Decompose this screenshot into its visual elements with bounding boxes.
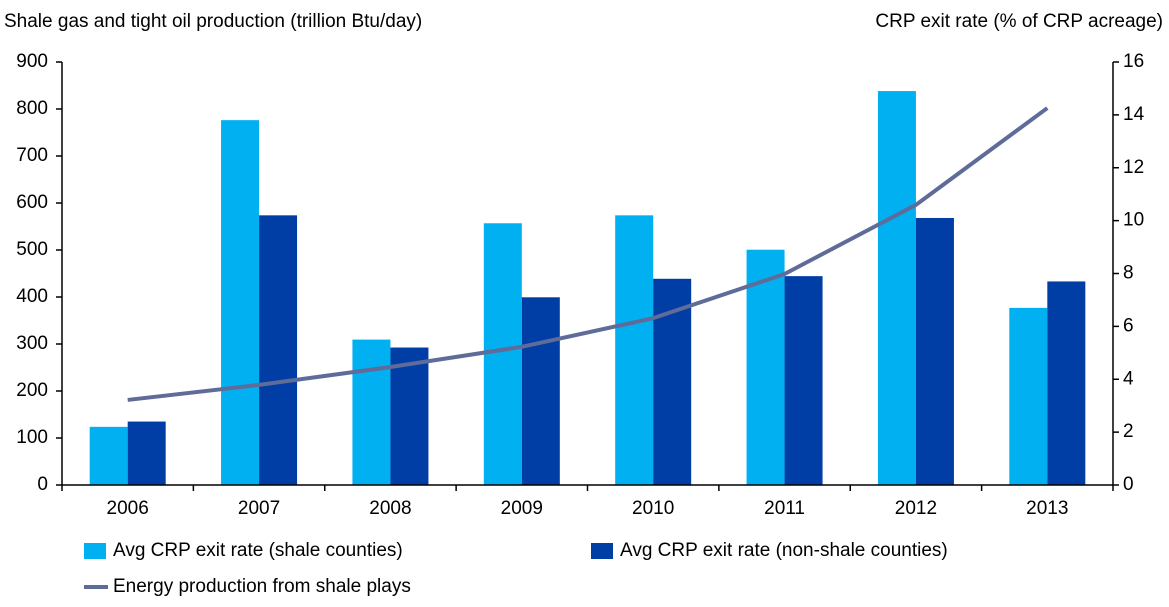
- bar: [259, 215, 298, 485]
- bar: [483, 223, 522, 486]
- bar: [89, 426, 128, 485]
- x-tick-label: 2011: [764, 498, 805, 519]
- y2-axis-title: CRP exit rate (% of CRP acreage): [875, 11, 1163, 32]
- legend-label: Avg CRP exit rate (shale counties): [113, 540, 403, 561]
- bar: [521, 297, 560, 485]
- y-tick-label: 600: [16, 192, 48, 213]
- bar: [221, 120, 260, 485]
- y-tick-label: 100: [16, 427, 48, 448]
- y-tick-label: 500: [16, 239, 48, 260]
- legend-label: Energy production from shale plays: [113, 576, 411, 597]
- x-tick-label: 2008: [369, 498, 411, 519]
- line: [127, 106, 1049, 402]
- y-tick-label: 400: [16, 286, 48, 307]
- bar: [915, 217, 954, 485]
- bar: [390, 347, 429, 485]
- y2-tick-label: 4: [1123, 368, 1134, 389]
- bar: [127, 421, 166, 485]
- bar: [1047, 281, 1086, 485]
- y2-tick-label: 8: [1123, 263, 1134, 284]
- bar: [615, 215, 654, 485]
- y-tick-label: 200: [16, 380, 48, 401]
- y2-tick-label: 14: [1123, 104, 1145, 125]
- y2-tick-label: 6: [1123, 315, 1134, 336]
- bar: [1009, 307, 1048, 485]
- y2-tick-label: 12: [1123, 157, 1144, 178]
- x-tick-label: 2013: [1026, 498, 1068, 519]
- y-tick-label: 0: [37, 474, 48, 495]
- x-tick-label: 2012: [895, 498, 937, 519]
- y-tick-label: 300: [16, 333, 48, 354]
- y-tick-label: 800: [16, 98, 48, 119]
- y2-tick-label: 16: [1123, 51, 1144, 72]
- y-tick-label: 700: [16, 145, 48, 166]
- bar: [877, 91, 916, 486]
- legend-swatch: [84, 543, 106, 559]
- x-tick-label: 2007: [238, 498, 280, 519]
- y2-tick-label: 10: [1123, 210, 1144, 231]
- legend-swatch: [591, 543, 613, 559]
- y2-tick-label: 0: [1123, 474, 1134, 495]
- legend-label: Avg CRP exit rate (non-shale counties): [620, 540, 948, 561]
- x-tick-label: 2009: [501, 498, 543, 519]
- y2-tick-label: 2: [1123, 421, 1134, 442]
- y-tick-label: 900: [16, 51, 48, 72]
- bar: [746, 249, 785, 485]
- x-tick-label: 2006: [107, 498, 149, 519]
- bar: [352, 339, 391, 485]
- x-tick-label: 2010: [632, 498, 674, 519]
- bar: [784, 276, 823, 485]
- y-axis-title: Shale gas and tight oil production (tril…: [4, 11, 422, 32]
